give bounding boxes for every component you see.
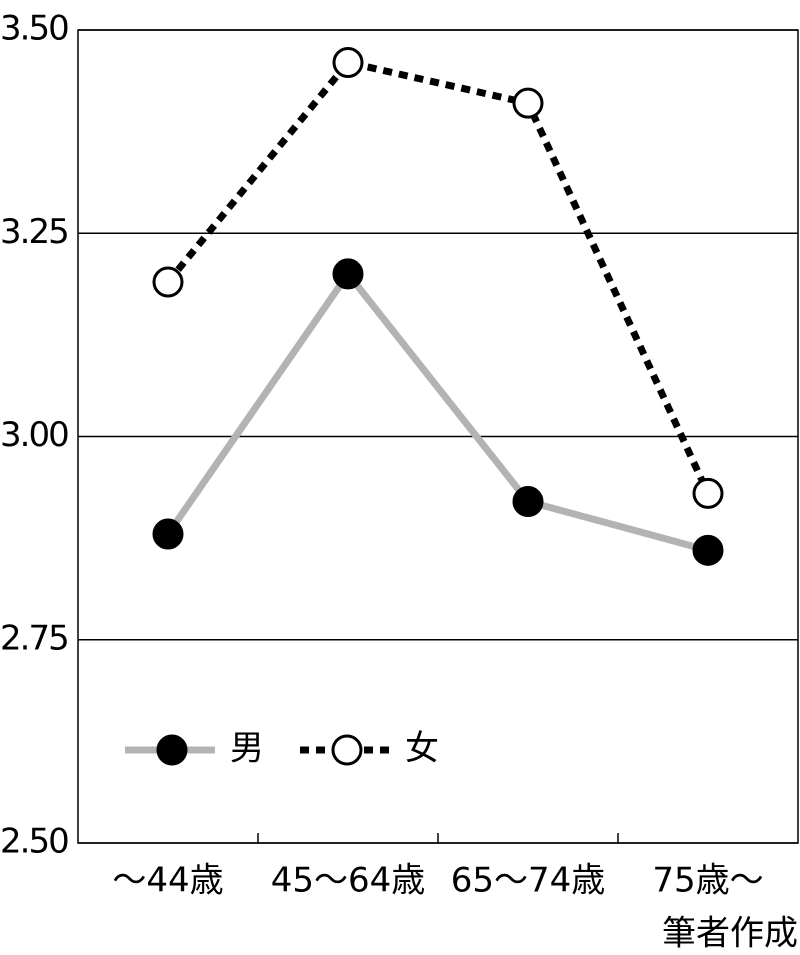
data-point [512, 486, 544, 518]
data-point [692, 534, 724, 566]
series-line [165, 58, 712, 495]
legend-marker [156, 734, 188, 766]
x-tick-label: 65～74歳 [451, 861, 606, 901]
legend-marker [331, 734, 363, 766]
legend-label: 女 [405, 729, 439, 769]
data-point [332, 47, 364, 79]
series-line [165, 268, 709, 554]
x-tick-label: 45～64歳 [271, 861, 426, 901]
y-tick-label: 3.50 [0, 9, 68, 49]
data-point [152, 266, 184, 298]
y-tick-label: 3.25 [0, 212, 68, 252]
x-tick-label: 75歳～ [652, 861, 763, 901]
x-tick-label: ～44歳 [112, 861, 223, 901]
data-point [512, 87, 544, 119]
y-tick-label: 2.50 [0, 822, 68, 862]
legend-label: 男 [230, 729, 264, 769]
y-tick-label: 3.00 [0, 415, 68, 455]
data-point [152, 518, 184, 550]
data-point [692, 477, 724, 509]
source-note: 筆者作成 [662, 914, 798, 954]
data-point [332, 258, 364, 290]
y-tick-label: 2.75 [0, 618, 68, 658]
